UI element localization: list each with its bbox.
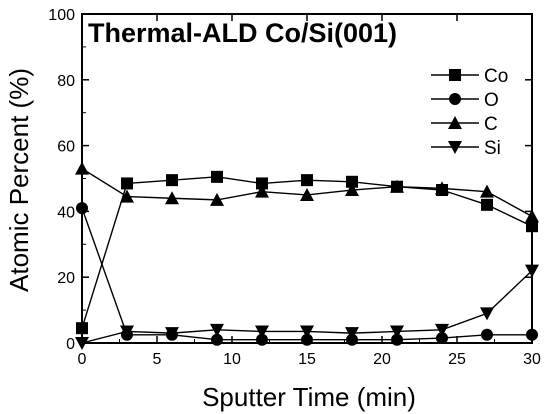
tick-labels: 0 5 10 15 20 25 30 0 20 40 60 80 100	[48, 7, 541, 368]
data-point-si	[165, 327, 179, 341]
legend: Co OC Si	[431, 66, 508, 159]
data-point-o	[76, 202, 88, 215]
data-point-co	[526, 220, 538, 233]
data-point-co	[166, 174, 178, 187]
data-point-o	[391, 333, 403, 346]
data-point-c	[165, 191, 179, 205]
y-axis-title: Atomic Percent (%)	[4, 68, 34, 292]
data-point-c	[480, 184, 494, 198]
data-point-c	[75, 161, 89, 175]
data-point-co	[301, 174, 313, 187]
x-tick-label: 15	[298, 351, 316, 368]
data-point-co	[346, 175, 358, 188]
data-point-o	[211, 333, 223, 346]
y-tick-label: 60	[57, 139, 75, 156]
data-point-c	[255, 184, 269, 198]
x-tick-label: 20	[373, 351, 391, 368]
legend-marker-o	[449, 93, 461, 105]
data-point-o	[301, 333, 313, 346]
chart-title: Thermal-ALD Co/Si(001)	[88, 18, 397, 48]
x-tick-label: 5	[153, 351, 162, 368]
data-point-c	[345, 183, 359, 197]
x-tick-label: 0	[78, 351, 87, 368]
data-point-c	[390, 179, 404, 193]
legend-marker-co	[449, 69, 461, 81]
legend-label-o: O	[484, 90, 499, 111]
data-point-co	[211, 170, 223, 183]
x-tick-label: 10	[223, 351, 241, 368]
y-tick-label: 80	[57, 73, 75, 90]
legend-marker-si	[448, 141, 462, 154]
data-point-si	[75, 337, 89, 350]
data-point-co	[121, 177, 133, 190]
data-point-si	[255, 325, 269, 339]
data-point-c	[300, 187, 314, 201]
data-point-co	[76, 322, 88, 335]
x-tick-label: 30	[523, 351, 541, 368]
data-point-si	[210, 323, 224, 337]
legend-label-co: Co	[484, 66, 508, 87]
data-point-si	[480, 307, 494, 321]
y-tick-label: 40	[57, 204, 75, 221]
data-point-c	[525, 209, 539, 223]
y-tick-label: 20	[57, 270, 75, 287]
data-point-c	[210, 192, 224, 206]
x-tick-label: 25	[448, 351, 466, 368]
y-tick-label: 0	[66, 336, 75, 353]
data-point-si	[435, 323, 449, 337]
data-point-c	[435, 181, 449, 195]
legend-label-c: C	[484, 114, 498, 135]
data-point-si	[390, 325, 404, 339]
data-point-co	[481, 198, 493, 211]
legend-label-si: Si	[484, 138, 501, 159]
data-point-o	[256, 333, 268, 346]
data-point-si	[300, 325, 314, 339]
legend-marker-c	[448, 116, 462, 129]
data-point-o	[526, 328, 538, 341]
series-markers	[75, 161, 539, 350]
series-line-o	[81, 207, 532, 341]
data-point-si	[525, 264, 539, 278]
data-point-o	[481, 328, 493, 341]
data-point-c	[120, 189, 134, 203]
data-point-co	[256, 177, 268, 190]
data-point-si	[345, 327, 359, 341]
data-point-o	[436, 332, 448, 345]
data-point-si	[120, 325, 134, 339]
y-tick-label: 100	[48, 7, 75, 24]
x-axis-title: Sputter Time (min)	[202, 382, 416, 412]
